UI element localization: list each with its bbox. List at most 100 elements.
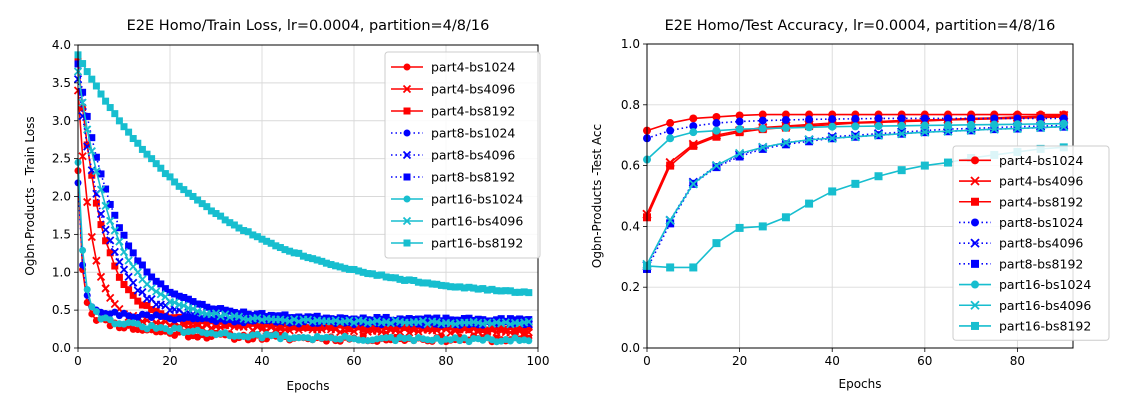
data-point [290, 314, 298, 322]
data-point [166, 173, 174, 181]
legend-marker [402, 150, 412, 160]
legend-label: part8-bs1024 [431, 126, 515, 141]
data-point [382, 313, 390, 321]
data-point [88, 134, 96, 142]
data-point [281, 246, 289, 254]
legend-marker [971, 218, 979, 227]
data-point [506, 315, 514, 323]
data-point [249, 311, 257, 319]
data-point [920, 114, 929, 123]
data-point [712, 126, 721, 135]
data-point [401, 316, 409, 324]
data-point [189, 298, 197, 306]
data-point [487, 319, 497, 328]
y-tick-label: 1.0 [52, 265, 71, 279]
data-point [488, 317, 496, 325]
data-point [226, 219, 234, 227]
y-tick-label: 4.0 [52, 38, 71, 52]
data-point [1036, 114, 1045, 123]
data-point [437, 281, 445, 289]
legend-marker [970, 176, 980, 186]
data-point [497, 287, 505, 295]
series-part8-bs1024 [643, 114, 1068, 143]
data-point [313, 323, 321, 331]
data-point [712, 163, 721, 172]
legend-entry: part4-bs4096 [391, 82, 515, 97]
data-point [88, 75, 96, 83]
data-point [263, 237, 271, 245]
legend-marker [971, 321, 979, 330]
data-point [470, 316, 478, 324]
y-tick-label: 2.0 [52, 190, 71, 204]
legend-entry: part8-bs1024 [959, 215, 1083, 230]
data-point [263, 320, 271, 328]
data-point [258, 310, 266, 318]
data-point [115, 117, 123, 125]
x-tick-label: 100 [527, 354, 550, 368]
data-point [897, 166, 906, 175]
data-point [92, 153, 100, 161]
data-point [712, 119, 721, 128]
data-point [125, 128, 133, 136]
legend-marker [403, 195, 411, 203]
data-point [423, 319, 432, 328]
data-point [433, 324, 441, 332]
data-point [253, 233, 261, 241]
data-point [106, 104, 114, 112]
data-point [303, 315, 313, 324]
data-point [267, 311, 275, 319]
legend-label: part4-bs8192 [431, 104, 515, 119]
legend-marker [971, 259, 979, 268]
data-point [157, 164, 165, 172]
data-point [355, 323, 363, 331]
data-point [332, 262, 340, 270]
data-point [244, 228, 252, 236]
data-point [240, 227, 248, 235]
data-point [525, 337, 533, 345]
data-point [161, 170, 169, 178]
data-point [378, 315, 386, 323]
x-tick-label: 60 [346, 354, 361, 368]
legend-entry: part16-bs1024 [391, 192, 523, 207]
data-point [805, 115, 814, 124]
data-point [483, 326, 491, 334]
data-point [735, 125, 744, 134]
data-point [299, 252, 307, 260]
data-point [119, 265, 129, 274]
data-point [758, 222, 767, 231]
data-point [331, 316, 340, 325]
data-point [502, 287, 510, 295]
legend-entry: part8-bs8192 [959, 256, 1083, 271]
data-point [97, 90, 105, 98]
data-point [502, 325, 510, 333]
data-point [428, 322, 436, 330]
data-point [299, 323, 307, 331]
data-point [152, 160, 160, 168]
legend-entry: part16-bs8192 [391, 236, 523, 251]
data-point [133, 286, 142, 295]
data-point [276, 244, 284, 252]
data-point [781, 138, 791, 148]
data-point [943, 158, 952, 167]
data-point [143, 150, 151, 158]
data-point [874, 172, 883, 181]
legend-label: part16-bs1024 [999, 277, 1091, 292]
data-point [493, 316, 501, 324]
data-point [78, 98, 87, 107]
data-point [102, 237, 110, 245]
data-point [336, 314, 344, 322]
data-point [359, 314, 367, 322]
data-point [295, 249, 303, 257]
data-point [758, 144, 767, 153]
legend-label: part4-bs4096 [431, 82, 515, 97]
data-point [437, 317, 445, 325]
data-point [382, 273, 390, 281]
data-point [106, 200, 114, 208]
data-point [711, 160, 722, 171]
data-point [781, 110, 790, 119]
data-point [345, 316, 354, 325]
legend-entry: part8-bs1024 [391, 126, 515, 141]
legend-marker [971, 156, 979, 165]
data-point [304, 324, 312, 332]
